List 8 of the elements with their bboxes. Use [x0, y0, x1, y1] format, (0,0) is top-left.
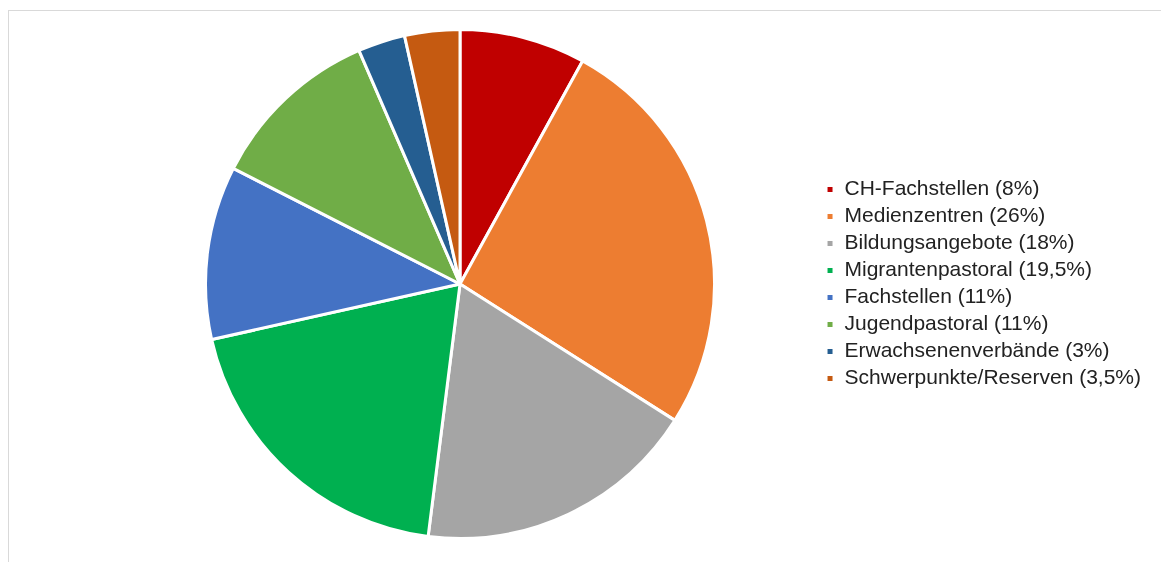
legend-label: Erwachsenenverbände (3%): [844, 338, 1110, 362]
legend-label: Schwerpunkte/Reserven (3,5%): [844, 365, 1142, 389]
legend-label: Fachstellen (11%): [844, 284, 1013, 308]
legend-label: CH-Fachstellen (8%): [844, 176, 1040, 200]
legend-label: Jugendpastoral (11%): [844, 311, 1049, 335]
legend-label: Migrantenpastoral (19,5%): [844, 257, 1092, 281]
legend-label: Medienzentren (26%): [844, 203, 1046, 227]
legend-label: Bildungsangebote (18%): [844, 230, 1075, 254]
